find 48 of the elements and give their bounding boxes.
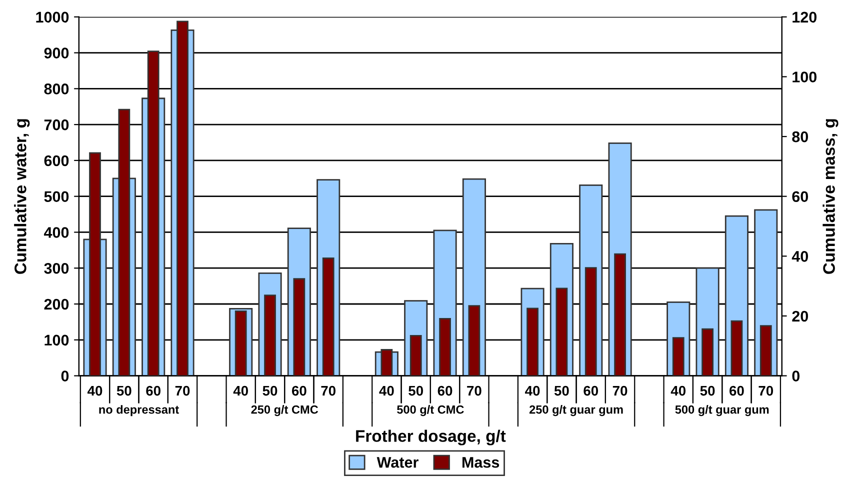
y-tick-label: 900 bbox=[44, 48, 69, 58]
x-tick-label: 40 bbox=[670, 386, 686, 396]
x-tick-label: 40 bbox=[233, 386, 248, 396]
x-tick-label: 60 bbox=[438, 386, 452, 396]
y2-tick-label: 100 bbox=[792, 72, 817, 82]
x-tick-label: 50 bbox=[116, 386, 132, 396]
y-tick-label: 200 bbox=[44, 298, 69, 310]
y-tick-label: 600 bbox=[44, 155, 69, 166]
y-tick-label: 1000 bbox=[36, 12, 69, 23]
y2-tick-label: 0 bbox=[792, 370, 800, 382]
y2-tick-label: 120 bbox=[792, 12, 817, 23]
y2-tick-label: 20 bbox=[792, 310, 808, 322]
y-tick-label: 700 bbox=[44, 119, 69, 130]
x-tick-label: 60 bbox=[292, 386, 306, 396]
x-tick-label: 40 bbox=[525, 386, 540, 396]
y-tick-label: 500 bbox=[44, 191, 69, 202]
text: no depressant bbox=[99, 405, 179, 416]
legend-label: Mass bbox=[462, 457, 500, 468]
x-tick-label: 50 bbox=[262, 386, 278, 396]
y2-axis-title: Cumulative mass, g bbox=[822, 119, 838, 274]
y-axis-title: Cumulative water, g bbox=[14, 119, 30, 274]
x-tick-label: 60 bbox=[730, 386, 744, 396]
text: 500 g/t CMC bbox=[397, 405, 464, 416]
x-tick-label: 70 bbox=[321, 386, 336, 396]
y-tick-label: 0 bbox=[61, 370, 69, 382]
y2-tick-label: 60 bbox=[792, 191, 808, 202]
text: 500 g/t guar gum bbox=[675, 405, 769, 416]
legend-label: Water bbox=[376, 457, 418, 468]
y-tick-label: 100 bbox=[44, 334, 69, 346]
y-tick-label: 400 bbox=[44, 227, 69, 238]
x-tick-label: 70 bbox=[467, 386, 482, 396]
x-tick-label: 40 bbox=[379, 386, 394, 396]
text: 250 g/t guar gum bbox=[529, 405, 623, 416]
x-tick-label: 70 bbox=[612, 386, 628, 396]
x-tick-label: 50 bbox=[554, 386, 569, 396]
text: 250 g/t CMC bbox=[251, 405, 318, 416]
y2-tick-label: 80 bbox=[792, 131, 808, 142]
x-tick-label: 70 bbox=[175, 386, 190, 396]
x-tick-label: 40 bbox=[87, 386, 102, 396]
x-tick-label: 70 bbox=[758, 386, 774, 396]
y-tick-label: 800 bbox=[44, 84, 69, 94]
x-tick-label: 60 bbox=[584, 386, 598, 396]
y2-tick-label: 40 bbox=[792, 251, 808, 262]
x-tick-label: 60 bbox=[146, 386, 160, 396]
y-tick-label: 300 bbox=[44, 262, 69, 274]
x-axis-title: Frother dosage, g/t bbox=[356, 430, 506, 446]
x-tick-label: 50 bbox=[408, 386, 424, 396]
x-tick-label: 50 bbox=[700, 386, 715, 396]
